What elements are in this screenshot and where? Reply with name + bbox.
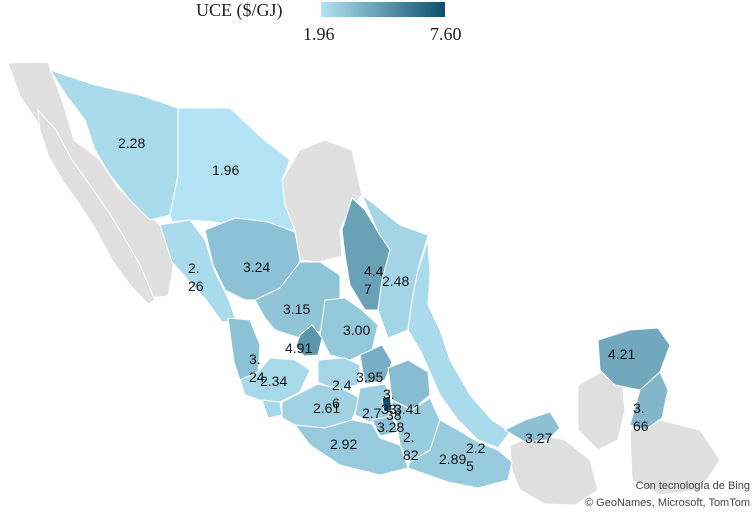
label-morelos: 3.28 (377, 419, 404, 435)
region-colima[interactable] (261, 399, 283, 419)
region-tabasco[interactable] (503, 411, 561, 443)
region-oaxaca[interactable] (407, 419, 513, 489)
attribution-sources: © GeoNames, Microsoft, TomTom (585, 497, 750, 509)
no-data-areas (7, 61, 721, 506)
region-cdmx[interactable] (381, 395, 393, 413)
label-tabasco: 3.27 (525, 430, 552, 446)
attribution-bing: Con tecnología de Bing (635, 480, 750, 492)
region-veracruz[interactable] (407, 239, 511, 449)
state-regions (48, 69, 671, 489)
region-jalisco[interactable] (239, 357, 311, 403)
label-sonora: 2.28 (118, 135, 145, 151)
label-oaxaca: 2.89 (439, 451, 466, 467)
label-chihuahua: 1.96 (212, 162, 239, 178)
legend-max-label: 7.60 (430, 24, 462, 44)
label-hidalgo: 3.41 (394, 401, 421, 417)
chiapas-region (509, 434, 599, 506)
label-quintana-roo: 3. 66 (633, 400, 649, 434)
label-guerrero: 2.92 (330, 436, 357, 452)
legend-title: UCE ($/GJ) (196, 0, 283, 20)
guatemala-belize (629, 419, 721, 496)
baja-peninsula (37, 108, 156, 305)
label-yucatan: 4.21 (608, 346, 635, 362)
label-cdmx-overlap2: 38 (386, 407, 402, 423)
label-tamaulipas: 2.48 (382, 273, 409, 289)
label-hidalgo-top: 3. (383, 386, 395, 402)
value-labels: 2.28 1.96 2. 26 3.24 4.4 7 2.48 3.15 3.00 … (118, 135, 649, 474)
label-nayarit: 3. 24 (249, 351, 265, 385)
region-sonora[interactable] (48, 69, 179, 221)
label-guanajuato: 2.4 6 (332, 377, 352, 411)
label-durango: 3.24 (243, 259, 270, 275)
label-queretaro: 3.95 (356, 369, 383, 385)
label-veracruz: 2.2 5 (466, 440, 486, 474)
label-michoacan: 2.61 (313, 400, 340, 416)
region-quintana-roo[interactable] (629, 371, 669, 431)
label-sinaloa: 2. 26 (188, 260, 204, 294)
label-jalisco: 2.34 (260, 373, 287, 389)
region-aguascalientes[interactable] (295, 324, 323, 357)
legend-color-bar (321, 2, 445, 17)
label-cdmx-overlap: 33 (381, 401, 397, 417)
label-san-luis-potosi: 3.00 (343, 322, 370, 338)
label-nuevo-leon: 4.4 7 (364, 263, 384, 297)
label-puebla: 2. 82 (403, 429, 419, 463)
label-zacatecas: 3.15 (283, 301, 310, 317)
label-mexico-state: 2.7 (362, 405, 382, 421)
label-aguascalientes: 4.91 (285, 340, 312, 356)
region-guanajuato[interactable] (317, 357, 361, 391)
legend-min-label: 1.96 (303, 24, 335, 44)
